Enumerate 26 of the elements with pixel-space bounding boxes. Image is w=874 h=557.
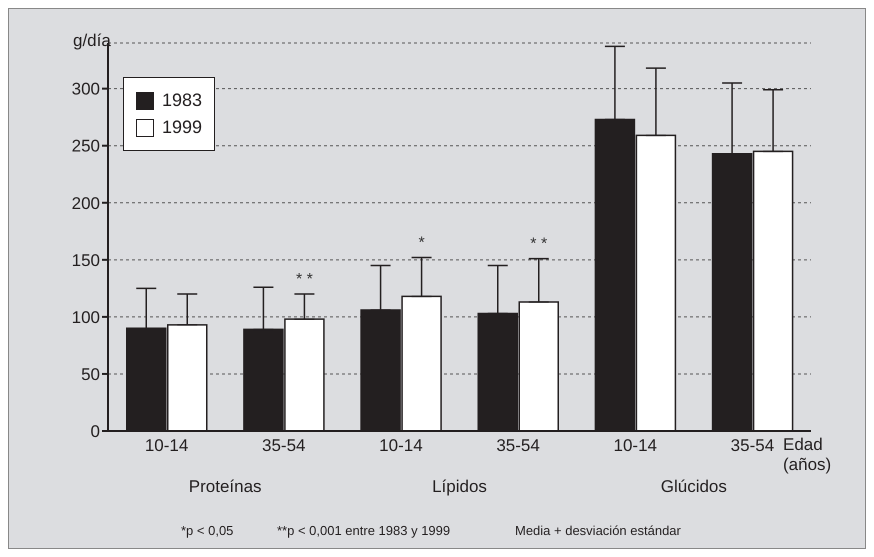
- text: Media + desviación estándar: [515, 523, 681, 538]
- y-tick-label: 250: [72, 136, 100, 156]
- text: Proteínas: [188, 477, 263, 497]
- text: Lípidos: [431, 477, 488, 497]
- data-label: * *: [530, 236, 548, 253]
- text: **p < 0,001 entre 1983 y 1999: [277, 523, 450, 538]
- data-label: * *: [296, 271, 313, 288]
- text: Glúcidos: [660, 477, 728, 497]
- x-axis-title: Edad (años): [783, 435, 832, 475]
- x-tick-label: 35-54: [730, 436, 774, 456]
- y-tick-label: 50: [81, 364, 100, 384]
- y-axis-title: g/día: [73, 31, 111, 51]
- legend-label: 1983: [162, 90, 202, 111]
- text: *p < 0,05: [181, 523, 234, 538]
- x-tick-label: 35-54: [262, 436, 306, 456]
- x-tick-label: 10-14: [144, 436, 188, 456]
- y-tick-label: 100: [72, 308, 100, 327]
- x-tick-label: 35-54: [496, 436, 540, 456]
- y-tick-label: 0: [90, 422, 100, 442]
- y-tick-label: 300: [72, 80, 100, 99]
- y-tick-label: 150: [72, 250, 100, 270]
- y-tick-label: 200: [72, 194, 100, 213]
- x-tick-label: 10-14: [379, 436, 423, 456]
- x-tick-label: 10-14: [614, 436, 657, 456]
- data-label: *: [418, 234, 425, 252]
- legend-label: 1999: [162, 117, 202, 138]
